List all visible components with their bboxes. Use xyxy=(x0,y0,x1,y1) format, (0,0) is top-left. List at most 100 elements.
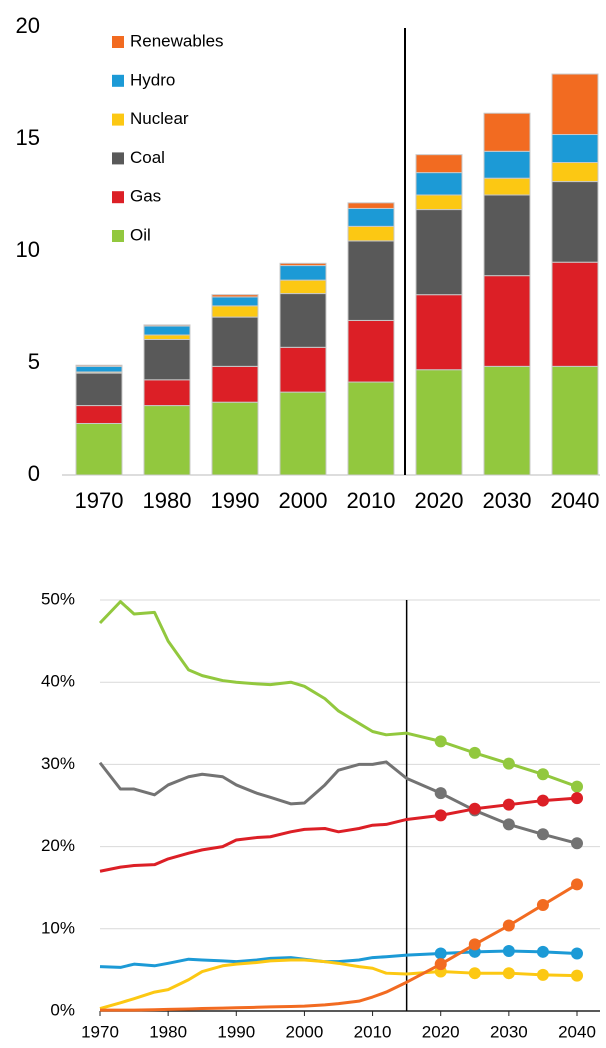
y-tick-label: 0 xyxy=(28,461,40,486)
legend-label: Nuclear xyxy=(130,109,189,128)
bar-segment xyxy=(143,325,191,336)
bar-segment xyxy=(211,316,259,367)
y-tick-label: 40% xyxy=(41,672,75,691)
bar-segment xyxy=(347,240,395,321)
y-tick-label: 20 xyxy=(16,13,40,38)
legend-swatch xyxy=(112,74,124,87)
projection-marker xyxy=(571,878,583,891)
bar-segment xyxy=(347,381,395,476)
bar-segment xyxy=(347,202,395,209)
projection-marker xyxy=(571,969,583,982)
x-tick-label: 2000 xyxy=(279,488,328,513)
bar-segment xyxy=(483,365,531,476)
legend-swatch xyxy=(112,113,124,126)
series-line xyxy=(100,883,578,1012)
projection-marker xyxy=(536,828,549,841)
projection-marker xyxy=(468,802,481,815)
bar-segment xyxy=(483,177,531,196)
projection-marker xyxy=(571,947,583,960)
x-tick-label: 2000 xyxy=(286,1022,324,1041)
legend-swatch xyxy=(112,191,124,204)
projection-marker xyxy=(468,938,481,951)
bar-segment xyxy=(483,112,531,152)
bar-segment xyxy=(347,225,395,242)
bar-segment xyxy=(279,293,327,348)
bar-segment xyxy=(415,294,463,371)
bar-segment xyxy=(75,372,123,407)
projection-marker xyxy=(434,735,447,748)
bar-segment xyxy=(143,324,191,327)
x-tick-label: 2040 xyxy=(551,488,600,513)
bar-segment xyxy=(211,365,259,403)
projection-marker xyxy=(536,898,549,911)
bar-segment xyxy=(75,422,123,476)
bar-segment xyxy=(551,162,599,183)
projection-marker xyxy=(536,968,549,981)
projection-marker xyxy=(536,945,549,958)
bar-segment xyxy=(551,134,599,164)
x-tick-label: 1990 xyxy=(217,1022,255,1041)
bar-segment xyxy=(211,296,259,307)
y-tick-label: 50% xyxy=(41,589,75,608)
legend-label: Renewables xyxy=(130,31,224,50)
bar-segment xyxy=(551,365,599,476)
bar-segment xyxy=(211,401,259,476)
projection-marker xyxy=(536,768,549,781)
projection-marker xyxy=(502,944,515,957)
x-tick-label: 1980 xyxy=(149,1022,187,1041)
legend-label: Gas xyxy=(130,187,161,206)
x-tick-label: 2030 xyxy=(490,1022,528,1041)
bar-segment xyxy=(75,405,123,424)
projection-marker xyxy=(502,919,515,932)
y-tick-label: 20% xyxy=(41,836,75,855)
legend-swatch xyxy=(112,36,124,48)
bar-segment xyxy=(279,265,327,281)
bar-segment xyxy=(483,275,531,367)
bar-segment xyxy=(143,338,191,381)
projection-marker xyxy=(502,798,515,811)
bar-segment xyxy=(279,346,327,393)
legend-label: Oil xyxy=(130,225,151,244)
projection-marker xyxy=(536,794,549,807)
y-tick-label: 10 xyxy=(16,237,40,262)
projection-marker xyxy=(434,787,447,800)
projection-marker xyxy=(571,837,583,850)
projection-marker xyxy=(502,757,515,770)
x-tick-label: 2040 xyxy=(558,1022,596,1041)
series-line xyxy=(98,760,578,845)
bar-segment xyxy=(415,369,463,476)
x-tick-label: 1980 xyxy=(143,488,192,513)
bar-segment xyxy=(483,194,531,277)
legend-swatch xyxy=(112,152,124,165)
projection-marker xyxy=(434,809,447,822)
bar-segment xyxy=(279,262,327,267)
y-tick-label: 15 xyxy=(16,125,40,150)
y-tick-label: 30% xyxy=(41,754,75,773)
bar-segment xyxy=(143,405,191,476)
bar-segment xyxy=(483,150,531,179)
y-tick-label: 0% xyxy=(50,1000,75,1019)
legend-label: Hydro xyxy=(130,70,175,89)
projection-marker xyxy=(571,792,583,805)
bar-segment xyxy=(415,194,463,211)
legend-swatch xyxy=(112,230,124,242)
x-tick-label: 1990 xyxy=(211,488,260,513)
x-tick-label: 1970 xyxy=(81,1022,119,1041)
projection-marker xyxy=(502,967,515,980)
y-tick-label: 10% xyxy=(41,918,75,937)
projection-marker xyxy=(571,780,583,793)
bar-segment xyxy=(143,334,191,340)
x-tick-label: 2010 xyxy=(354,1022,392,1041)
series-line xyxy=(99,958,578,1010)
x-tick-label: 2020 xyxy=(415,488,464,513)
bar-segment xyxy=(211,294,259,298)
bar-segment xyxy=(279,279,327,295)
bar-segment xyxy=(551,73,599,136)
bar-segment xyxy=(347,207,395,227)
projection-marker xyxy=(434,947,447,960)
bar-segment xyxy=(75,364,123,367)
bar-segment xyxy=(551,261,599,367)
projection-marker xyxy=(502,818,515,831)
bar-segment xyxy=(415,154,463,174)
